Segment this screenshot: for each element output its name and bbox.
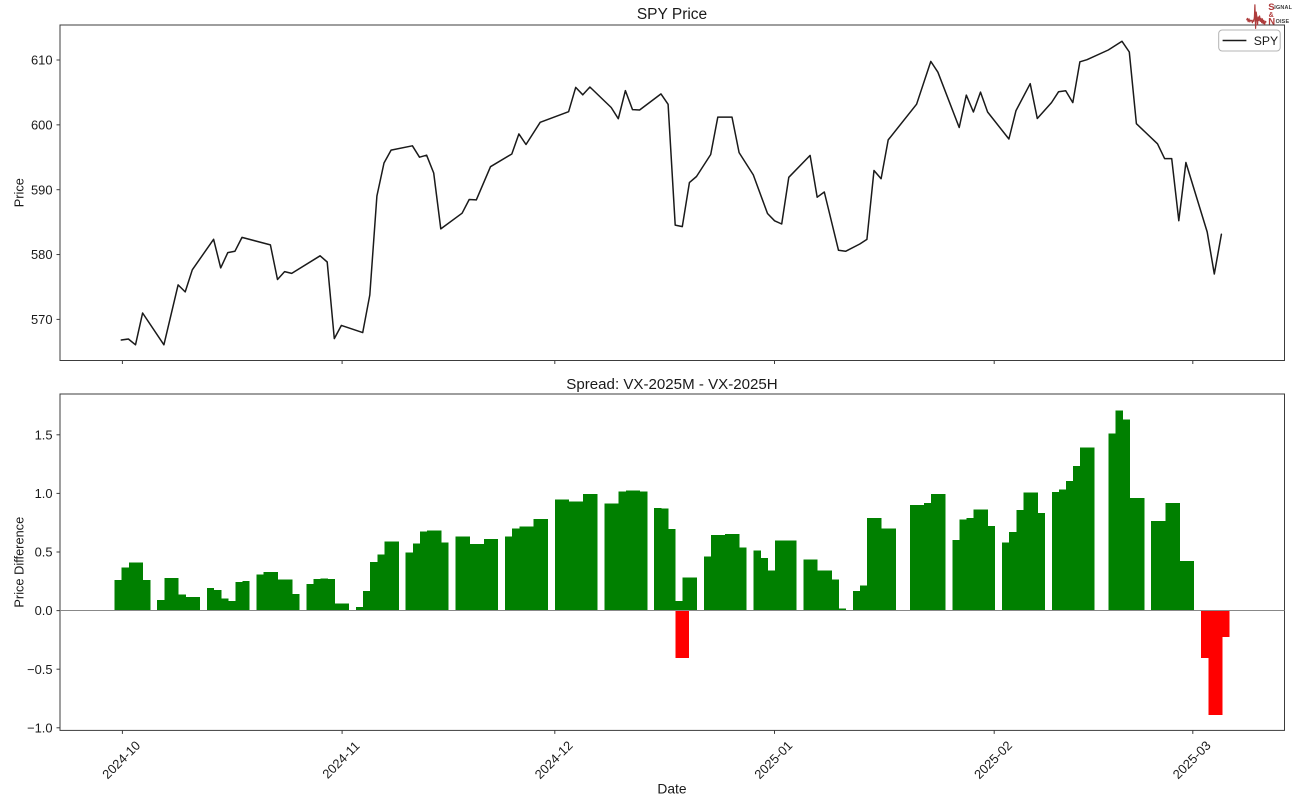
svg-text:1.5: 1.5 [35,427,53,442]
svg-text:OISE: OISE [1276,19,1290,25]
svg-text:N: N [1268,16,1275,27]
svg-text:570: 570 [31,312,53,327]
svg-text:Price Difference: Price Difference [12,517,27,608]
svg-text:&: & [1269,12,1274,19]
svg-text:−1.0: −1.0 [27,720,52,735]
svg-text:Spread: VX-2025M - VX-2025H: Spread: VX-2025M - VX-2025H [566,376,777,393]
svg-text:Price: Price [12,178,27,207]
svg-text:Date: Date [657,782,686,797]
svg-text:IGNAL: IGNAL [1274,5,1292,11]
svg-text:−0.5: −0.5 [27,662,52,677]
svg-text:1.0: 1.0 [35,486,53,501]
svg-text:600: 600 [31,117,53,132]
svg-text:610: 610 [31,53,53,68]
svg-text:580: 580 [31,247,53,262]
svg-text:S: S [1268,2,1274,13]
svg-text:SPY: SPY [1254,34,1278,48]
svg-text:0.0: 0.0 [35,603,53,618]
svg-text:SPY Price: SPY Price [637,6,707,23]
svg-text:0.5: 0.5 [35,545,53,560]
svg-text:590: 590 [31,182,53,197]
